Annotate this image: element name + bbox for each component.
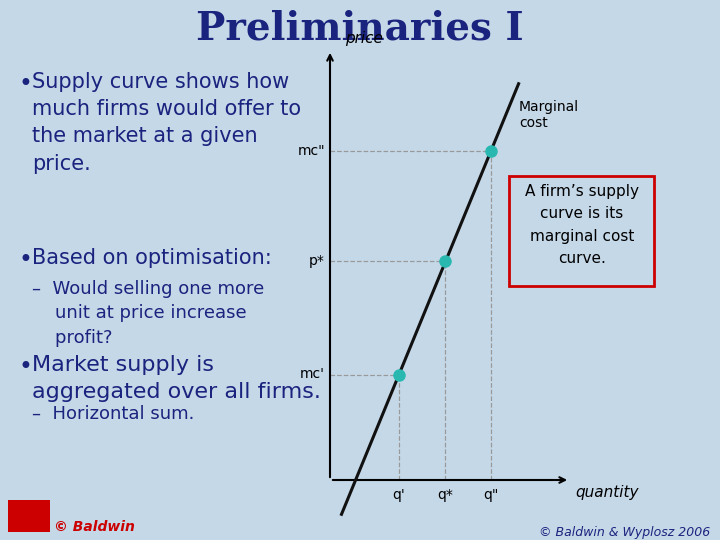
Text: q*: q* — [437, 488, 453, 502]
Text: Graw: Graw — [10, 513, 37, 522]
Text: Mc: Mc — [10, 503, 24, 512]
Text: mc": mc" — [297, 144, 325, 158]
Text: mc': mc' — [300, 368, 325, 381]
Text: Based on optimisation:: Based on optimisation: — [32, 248, 271, 268]
Text: A firm’s supply
curve is its
marginal cost
curve.: A firm’s supply curve is its marginal co… — [525, 184, 639, 266]
Bar — [8, 500, 50, 532]
Text: © Baldwin & Wyplosz 2006: © Baldwin & Wyplosz 2006 — [539, 526, 710, 539]
Text: Market supply is
aggregated over all firms.: Market supply is aggregated over all fir… — [32, 355, 321, 402]
Text: Preliminaries I: Preliminaries I — [196, 9, 524, 47]
Text: q': q' — [392, 488, 405, 502]
Text: p*: p* — [309, 254, 325, 267]
Text: •: • — [18, 248, 32, 272]
Text: –  Horizontal sum.: – Horizontal sum. — [32, 405, 194, 423]
Text: •: • — [18, 355, 32, 379]
Text: price: price — [345, 31, 383, 46]
FancyBboxPatch shape — [510, 176, 654, 286]
Text: Supply curve shows how
much firms would offer to
the market at a given
price.: Supply curve shows how much firms would … — [32, 72, 301, 173]
Text: •: • — [18, 72, 32, 96]
Text: q": q" — [483, 488, 499, 502]
Text: © Baldwin: © Baldwin — [54, 520, 135, 534]
Text: Hill: Hill — [10, 523, 27, 532]
Text: –  Would selling one more
    unit at price increase
    profit?: – Would selling one more unit at price i… — [32, 280, 264, 347]
Text: quantity: quantity — [575, 485, 639, 500]
Text: Marginal
cost: Marginal cost — [519, 100, 579, 130]
